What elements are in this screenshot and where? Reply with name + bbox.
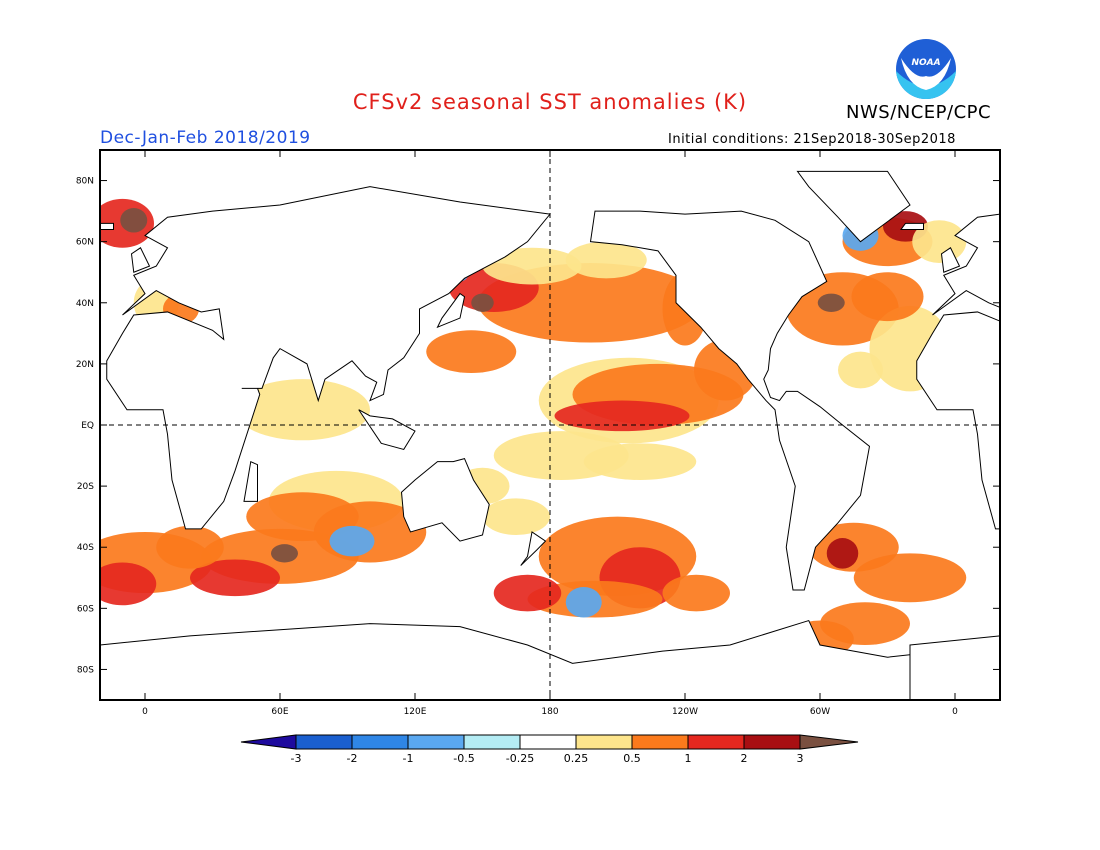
anomaly-patch — [493, 574, 562, 612]
land-mass — [100, 619, 1000, 700]
anomaly-patch — [482, 247, 582, 285]
anomaly-patch — [583, 443, 697, 480]
anomaly-patch — [482, 498, 550, 535]
colorbar-max-arrow — [799, 734, 859, 750]
lon-tick-label: 0 — [142, 707, 148, 717]
season-label: Dec-Jan-Feb 2018/2019 — [100, 128, 311, 148]
anomaly-patch — [817, 293, 845, 312]
anomaly-patch — [329, 525, 375, 557]
anomaly-field — [100, 150, 1000, 700]
colorbar-label: 0.25 — [564, 752, 589, 765]
land-mass — [358, 409, 416, 451]
map-title: CFSv2 seasonal SST anomalies (K) — [352, 90, 748, 114]
lat-tick-label: 20S — [77, 482, 94, 492]
colorbar-label: 2 — [741, 752, 748, 765]
colorbar-swatch — [407, 734, 465, 750]
land-mass — [100, 222, 114, 230]
noaa-logo: NOAA — [895, 38, 957, 104]
land-mass — [940, 247, 961, 273]
lat-tick-label: EQ — [81, 421, 94, 431]
colorbar-swatch — [743, 734, 801, 750]
land-mass — [400, 458, 490, 542]
lon-tick-label: 0 — [952, 707, 958, 717]
noaa-logo-text: NOAA — [911, 58, 940, 68]
anomaly-patch — [120, 208, 148, 233]
anomaly-patch — [426, 330, 517, 374]
colorbar-label: -2 — [347, 752, 358, 765]
colorbar-swatch — [519, 734, 577, 750]
anomaly-patch — [271, 544, 298, 563]
land-mass — [130, 247, 151, 273]
agency-label: NWS/NCEP/CPC — [846, 102, 992, 123]
colorbar-label: 1 — [685, 752, 692, 765]
anomaly-patch — [156, 525, 224, 569]
colorbar-label: -0.5 — [453, 752, 474, 765]
anomaly-patch — [662, 574, 730, 612]
colorbar-swatch — [463, 734, 521, 750]
land-mass — [909, 635, 1000, 700]
anomaly-patch — [190, 559, 280, 597]
lat-tick-label: 40N — [76, 299, 94, 309]
colorbar-label: -3 — [291, 752, 302, 765]
colorbar-label: -0.25 — [506, 752, 534, 765]
anomaly-patch — [838, 351, 883, 389]
initial-conditions-label: Initial conditions: 21Sep2018-30Sep2018 — [668, 132, 956, 147]
lat-tick-label: 80S — [77, 665, 94, 675]
lat-tick-label: 20N — [76, 360, 94, 370]
colorbar-swatch — [687, 734, 745, 750]
colorbar-label: -1 — [403, 752, 414, 765]
land-mass — [243, 460, 258, 502]
anomaly-patch — [100, 562, 157, 606]
colorbar-swatch — [575, 734, 633, 750]
colorbar-label: 0.5 — [623, 752, 641, 765]
colorbar-swatch — [295, 734, 353, 750]
land-mass — [106, 186, 551, 530]
land-mass — [916, 213, 1000, 530]
anomaly-patch — [851, 272, 924, 322]
colorbar-swatch — [351, 734, 409, 750]
anomaly-patch — [826, 538, 859, 569]
lon-tick-label: 120E — [404, 707, 427, 717]
colorbar-swatch — [631, 734, 689, 750]
land-mass — [436, 292, 466, 329]
lon-tick-label: 60E — [271, 707, 288, 717]
lon-tick-label: 180 — [541, 707, 558, 717]
lat-tick-label: 60S — [77, 604, 94, 614]
anomaly-patch — [853, 553, 967, 603]
lat-tick-label: 80N — [76, 177, 94, 187]
lat-tick-label: 40S — [77, 543, 94, 553]
lon-tick-label: 120W — [672, 707, 698, 717]
land-mass — [796, 170, 911, 243]
colorbar-min-arrow — [240, 734, 297, 750]
land-mass — [900, 222, 924, 230]
land-mass — [520, 531, 547, 566]
anomaly-patch — [554, 400, 690, 432]
anomaly-patch — [565, 241, 647, 279]
anomaly-patch — [565, 586, 602, 618]
colorbar-label: 3 — [797, 752, 804, 765]
anomaly-patch — [471, 293, 494, 312]
lat-tick-label: 60N — [76, 238, 94, 248]
land-mass — [589, 210, 871, 591]
lon-tick-label: 60W — [810, 707, 830, 717]
